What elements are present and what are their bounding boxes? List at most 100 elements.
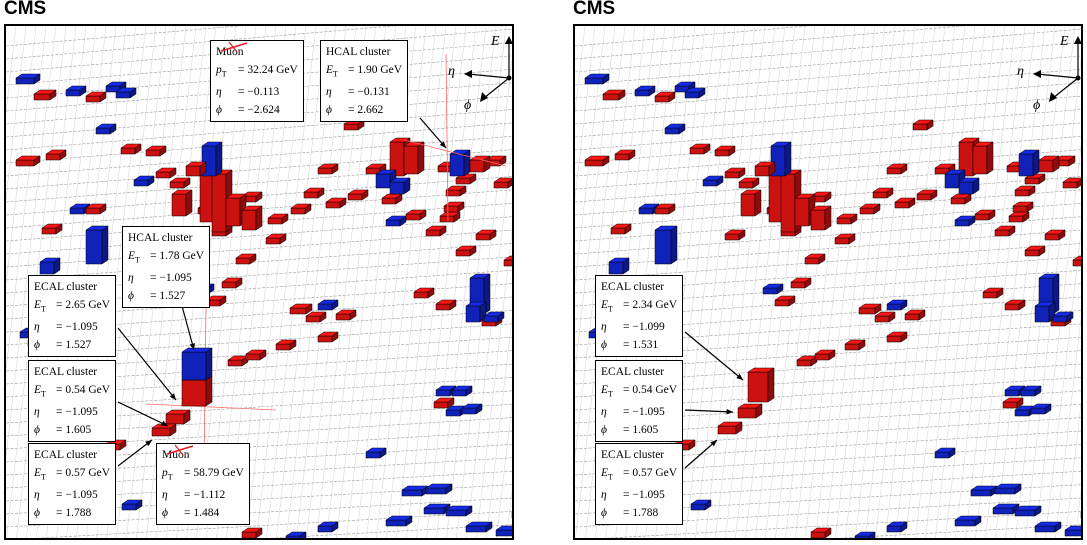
ecal-tower (810, 205, 832, 231)
ecal-tower (405, 209, 427, 221)
hcal-tower (1014, 505, 1042, 517)
ecal-tower (317, 163, 339, 175)
ecal-tower (469, 155, 491, 173)
ecal-tower (245, 349, 267, 361)
hcal-tower (934, 447, 956, 459)
ecal-tower (912, 119, 934, 131)
ecal-tower (1002, 397, 1024, 409)
hcal-tower (1020, 385, 1042, 397)
hcal-tower (115, 87, 137, 99)
ecal-tower (689, 143, 711, 155)
ecal-tower (774, 295, 796, 307)
ecal-tower (241, 527, 263, 538)
ecal-tower (874, 311, 896, 323)
eta-axis-label: η (1017, 64, 1024, 79)
ecal-tower (982, 287, 1004, 299)
hcal-tower (511, 511, 512, 519)
ecal-label-2: ECAL cluster ET = 0.54 GeV η = −1.095 ϕ = 1… (595, 360, 684, 443)
ecal-tower (267, 213, 289, 225)
phi-axis-label: ϕ (464, 98, 472, 113)
hcal-tower (39, 257, 61, 275)
ecal-tower (335, 309, 357, 321)
ecal-tower (185, 161, 207, 177)
grid-lines (575, 26, 1081, 538)
hcal-tower (385, 515, 413, 527)
ecal-tower (654, 91, 676, 103)
ecal-tower (475, 229, 497, 241)
cms-logo-left: CMS (4, 0, 47, 19)
hcal-tower (425, 483, 453, 495)
ecal-tower (814, 349, 836, 361)
hcal-tower (451, 385, 473, 397)
ecal-tower (1012, 201, 1034, 213)
hcal-tower (1018, 149, 1040, 177)
eta-axis-label: η (448, 64, 455, 79)
ecal-tower (614, 149, 636, 161)
ecal-tower (654, 203, 676, 215)
callout-arrow (117, 439, 153, 467)
ecal-tower (1004, 299, 1026, 311)
ecal-tower (790, 277, 812, 289)
ecal-tower (413, 287, 435, 299)
ecal-tower (435, 299, 457, 311)
ecal-tower (45, 149, 67, 161)
ecal-tower (151, 423, 177, 437)
hcal-tower (181, 347, 213, 381)
hcal-tower (495, 525, 512, 537)
ecal-tower (886, 163, 908, 175)
ecal-tower (1062, 177, 1081, 189)
hcal-tower (992, 503, 1020, 515)
ecal-tower (15, 155, 41, 167)
ecal-tower (85, 203, 107, 215)
callout-arrow (684, 331, 744, 381)
ecal-tower (33, 89, 57, 101)
ecal-tower (894, 197, 916, 209)
ecal-tower (381, 193, 403, 205)
ecal-tower (169, 177, 191, 189)
ecal-tower (221, 277, 243, 289)
callout-arrow (684, 409, 734, 415)
ecal-tower (836, 213, 858, 225)
hcal-tower (317, 299, 339, 311)
hcal-tower (317, 521, 339, 533)
hcal-tower (461, 403, 483, 415)
ecal-tower (1072, 255, 1081, 267)
hcal-tower (133, 175, 155, 187)
ecal-tower (41, 223, 63, 235)
ecal-tower (602, 89, 626, 101)
ecal-tower (886, 331, 908, 343)
hcal-tower (121, 499, 143, 511)
ecal-tower (165, 409, 191, 425)
ecal-tower (443, 201, 465, 213)
ecal-tower (425, 225, 447, 237)
event-display-left: E η ϕ Muon pT = 32.24 GeV η = −0.113 ϕ = −2… (4, 24, 514, 540)
hcal-tower (664, 123, 686, 135)
ecal-tower (235, 253, 257, 265)
hcal-tower (465, 301, 487, 323)
ecal-tower (439, 211, 461, 223)
hcal-tower (385, 215, 407, 227)
hcal-tower (365, 447, 387, 459)
hcal-tower (1030, 403, 1052, 415)
ecal-tower (503, 255, 512, 267)
hcal-tower (762, 283, 784, 295)
hcal-tower (85, 225, 109, 265)
ecal-tower (740, 189, 762, 217)
ecal-tower (810, 527, 832, 538)
ecal-tower (754, 161, 776, 177)
ecal-tower (347, 189, 369, 201)
hcal-tower (389, 177, 411, 195)
hcal-tower (1064, 525, 1081, 537)
ecal-label-1: ECAL cluster ET = 2.65 GeV η = −1.095 ϕ = 1… (28, 275, 117, 358)
hcal-tower (1052, 311, 1074, 323)
ecal-tower (433, 397, 455, 409)
ecal-tower (738, 177, 760, 189)
ecal-label-1: ECAL cluster ET = 2.34 GeV η = −1.099 ϕ = 1… (595, 275, 684, 358)
hcal-tower (958, 177, 980, 195)
event-display-right: E η ϕ ECAL cluster ET = 2.34 GeV η = −1.09… (573, 24, 1083, 540)
ecal-tower (1038, 155, 1060, 173)
callout-arrow (181, 305, 195, 351)
ecal-tower (171, 189, 193, 217)
ecal-tower (1014, 185, 1036, 197)
hcal-tower (401, 485, 429, 497)
